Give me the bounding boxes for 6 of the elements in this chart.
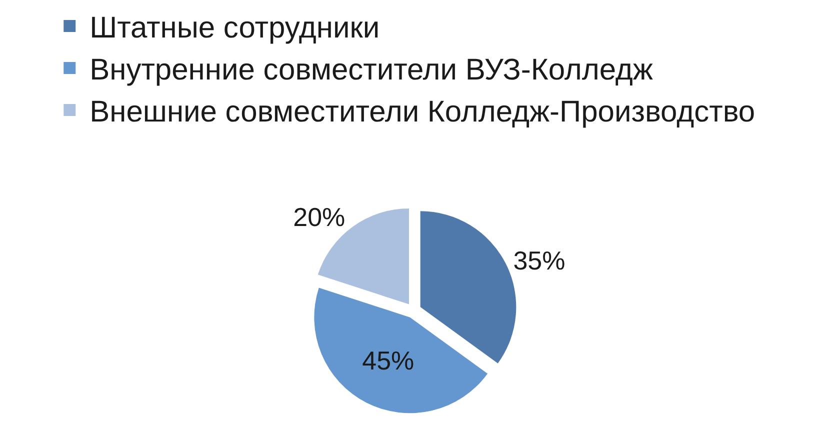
data-label: 45% [362, 345, 414, 376]
legend-label: Внешние совместители Колледж-Производство [90, 96, 756, 129]
legend-label: Внутренние совместители ВУЗ-Колледж [90, 54, 653, 87]
legend-label: Штатные сотрудники [90, 12, 380, 45]
data-label: 35% [513, 245, 566, 276]
data-label: 20% [293, 202, 346, 232]
